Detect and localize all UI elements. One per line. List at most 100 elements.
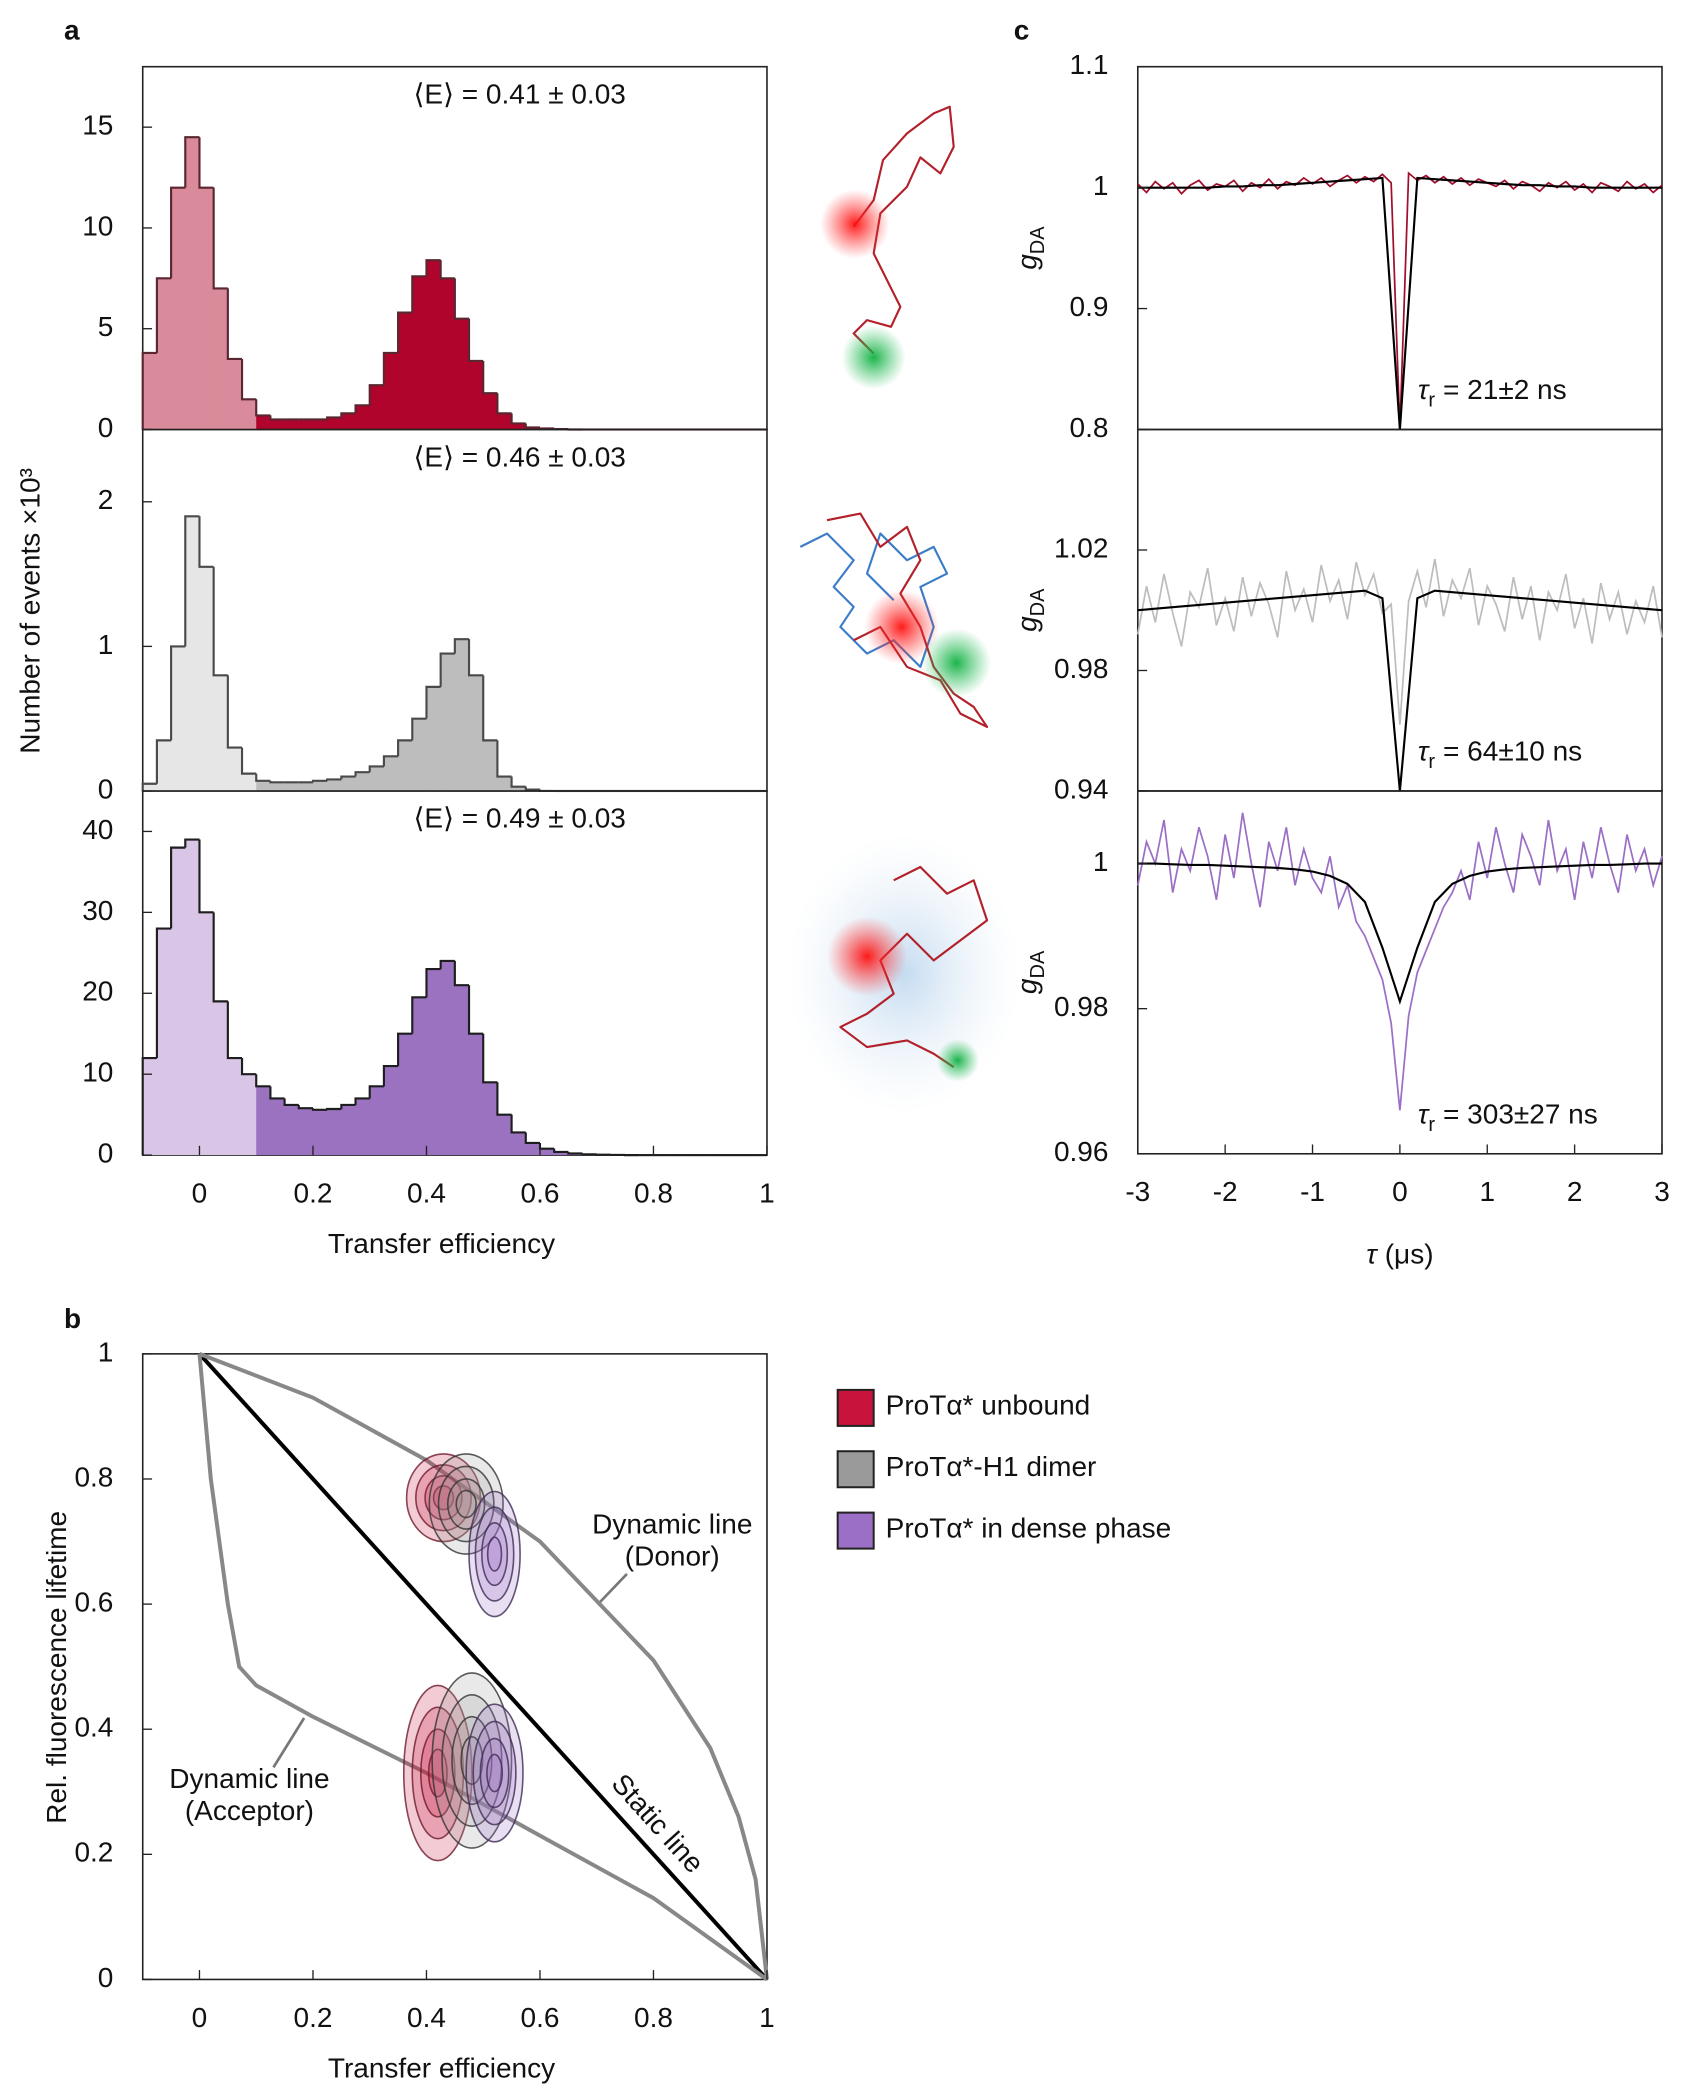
- bar-edge: [326, 778, 342, 781]
- bar: [469, 675, 484, 791]
- annotation-part: = 21±2 ns: [1443, 375, 1567, 406]
- bar: [185, 137, 200, 430]
- reference-line: [198, 1352, 769, 1980]
- x-tick-label: 0: [192, 1178, 208, 1209]
- bar-edge: [439, 652, 455, 687]
- bar: [369, 1086, 385, 1156]
- contour: [455, 1489, 477, 1519]
- bar-edge: [538, 427, 555, 430]
- x-axis-label: Transfer efficiency: [328, 1228, 555, 1259]
- bar: [312, 419, 328, 430]
- bar-edge: [340, 412, 356, 418]
- series-line: [1137, 862, 1662, 1005]
- bar-edge: [354, 1097, 370, 1105]
- bar: [554, 1151, 569, 1156]
- bar: [398, 312, 413, 430]
- y-tick-label: 1: [1093, 846, 1109, 877]
- y-tick-label: 0.98: [1054, 653, 1109, 684]
- series-line: [1136, 558, 1663, 725]
- bar: [199, 187, 215, 430]
- bar-edge: [368, 765, 384, 773]
- contour: [428, 1453, 504, 1555]
- bar-edge: [269, 415, 285, 421]
- plot-frame: [141, 1353, 768, 1981]
- bar-edge: [170, 645, 186, 741]
- annotation-part: r: [1428, 1114, 1435, 1136]
- bar-edge: [453, 638, 470, 654]
- bar-edge: [326, 1107, 342, 1111]
- y-tick-label: 5: [98, 311, 114, 342]
- bar: [199, 566, 215, 791]
- bar-edge: [382, 351, 399, 386]
- chain: [799, 532, 949, 668]
- bar-edge: [482, 1033, 498, 1084]
- bar: [199, 912, 215, 1156]
- x-tick-label: 0.4: [407, 1178, 446, 1209]
- y-tick-label: 1: [1093, 170, 1109, 201]
- bar-edge: [467, 318, 484, 363]
- contour: [465, 1703, 524, 1843]
- bar-edge: [368, 384, 384, 406]
- bar-edge: [482, 360, 498, 395]
- y-axis-label: Rel. fluorescence lifetime: [41, 1511, 72, 1824]
- series-line: [1136, 812, 1663, 1111]
- bar: [398, 740, 413, 791]
- bar: [511, 1132, 527, 1156]
- leader-lines: [272, 1573, 628, 1769]
- contour: [468, 1490, 521, 1618]
- x-axis-label: τ (μs): [1366, 1239, 1433, 1270]
- y-tick-label: 0.8: [1070, 412, 1109, 443]
- bar: [327, 1108, 342, 1156]
- bar-edge: [581, 1153, 597, 1156]
- x-tick-label: 0: [1392, 1176, 1408, 1207]
- y-tick-label: 0.6: [74, 1587, 113, 1618]
- y-tick-label: 0: [98, 412, 114, 443]
- y-tick-label: 0: [98, 773, 114, 804]
- bar: [454, 639, 470, 791]
- bar: [483, 1082, 498, 1156]
- bar-edge: [538, 1142, 555, 1150]
- bar-edge: [397, 739, 413, 757]
- bar: [341, 776, 356, 791]
- annotation: ⟨E⟩ = 0.41 ± 0.03: [413, 78, 625, 109]
- bar-edge: [212, 187, 228, 290]
- molecule-illustrations: [786, 105, 1021, 1114]
- bar-edge: [368, 1085, 384, 1099]
- bar-edge: [340, 775, 356, 780]
- bar: [497, 776, 512, 791]
- x-tick-label: 0.6: [521, 1178, 560, 1209]
- bar-edge: [240, 1058, 257, 1076]
- x-tick-label: 0: [192, 2002, 208, 2033]
- bar-edge: [212, 566, 228, 677]
- bar: [171, 646, 186, 791]
- x-tick-label: -1: [1300, 1176, 1325, 1207]
- annotation-part: r: [1428, 751, 1435, 773]
- bar: [341, 1104, 356, 1156]
- contour: [486, 1753, 504, 1793]
- panel-label: a: [64, 14, 80, 45]
- annotation-part: τ: [1418, 375, 1430, 406]
- bar-edge: [496, 1082, 512, 1116]
- bar: [483, 740, 498, 791]
- bar: [270, 1098, 285, 1156]
- bar: [483, 393, 498, 430]
- bar-edge: [141, 351, 157, 430]
- y-tick-label: 1: [98, 629, 114, 660]
- acceptor-glow: [826, 916, 908, 997]
- bar: [270, 419, 285, 430]
- y-tick-label: 30: [82, 895, 113, 926]
- annotation: ⟨E⟩ = 0.46 ± 0.03: [413, 441, 625, 472]
- chain: [852, 105, 955, 355]
- legend-swatch: [836, 1450, 875, 1489]
- bar: [156, 928, 172, 1156]
- bar: [440, 278, 456, 430]
- contour: [405, 1453, 482, 1543]
- bar: [242, 399, 257, 430]
- leader-line: [272, 1717, 306, 1769]
- bar: [227, 358, 243, 430]
- y-axis-label-part: g: [1012, 254, 1043, 270]
- bar: [242, 773, 257, 791]
- x-tick-label: 0.8: [634, 1178, 673, 1209]
- y-tick-label: 0.2: [74, 1837, 113, 1868]
